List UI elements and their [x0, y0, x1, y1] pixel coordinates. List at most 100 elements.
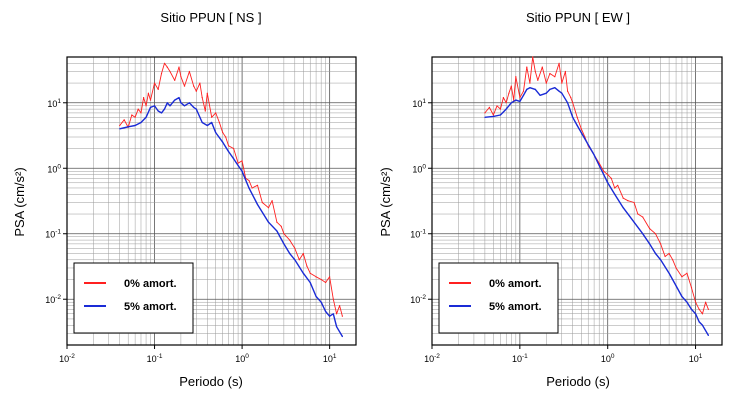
data-point: [306, 265, 308, 267]
data-point: [206, 124, 208, 127]
data-point: [267, 207, 270, 209]
chart-title: Sitio PPUN [ EW ]: [526, 10, 630, 25]
data-point: [510, 85, 512, 87]
data-point: [549, 88, 551, 90]
data-point: [695, 301, 697, 303]
data-point: [222, 132, 224, 134]
data-point: [211, 121, 213, 124]
data-point: [580, 132, 582, 134]
series-points: [119, 62, 343, 317]
data-point: [705, 301, 707, 303]
plot-frame: [66, 56, 357, 346]
data-point: [539, 94, 541, 96]
data-point: [153, 105, 156, 107]
data-point: [166, 102, 168, 104]
data-point: [134, 116, 136, 118]
x-axis-label: Periodo (s): [179, 374, 243, 389]
data-point: [622, 197, 624, 199]
data-point: [336, 313, 338, 315]
data-point: [672, 259, 674, 261]
data-point: [149, 106, 152, 108]
data-point: [664, 255, 666, 258]
data-point: [545, 92, 547, 94]
data-point: [233, 147, 235, 150]
chart-panel-ew: Sitio PPUN [ EW ] Periodo (s) PSA (cm/s²…: [378, 10, 723, 389]
data-point: [160, 72, 163, 75]
data-point: [298, 259, 300, 261]
data-point: [587, 144, 589, 146]
data-point: [526, 88, 528, 90]
x-tick-label: 10-2: [59, 353, 75, 364]
chart-title: Sitio PPUN [ NS ]: [160, 10, 261, 25]
x-tick-label: 10-1: [147, 353, 163, 364]
series-points: [484, 56, 710, 315]
data-point: [294, 247, 296, 249]
data-point: [492, 114, 494, 116]
data-point: [610, 177, 612, 179]
chart-panel-ns: Sitio PPUN [ NS ] Periodo (s) PSA (cm/s²…: [12, 10, 357, 389]
data-point: [567, 90, 569, 92]
data-point: [707, 334, 710, 336]
data-point: [607, 174, 609, 176]
data-point: [302, 272, 304, 274]
data-point: [510, 102, 512, 104]
legend-label: 5% amort.: [124, 301, 177, 313]
data-point: [201, 97, 203, 99]
data-point: [508, 92, 510, 94]
data-point: [614, 193, 616, 195]
data-point: [153, 82, 156, 84]
data-point: [561, 82, 563, 84]
data-point: [537, 79, 539, 81]
data-point: [654, 233, 657, 235]
data-point: [183, 85, 186, 87]
data-point: [329, 276, 331, 278]
y-tick-label: 10-2: [45, 294, 61, 305]
data-point: [668, 252, 670, 255]
data-point: [701, 324, 704, 326]
data-point: [157, 110, 159, 112]
data-point: [315, 276, 317, 278]
data-point: [215, 112, 217, 114]
data-point: [283, 233, 285, 235]
data-point: [315, 295, 317, 298]
data-point: [248, 179, 250, 182]
data-point: [237, 162, 239, 164]
data-point: [649, 228, 651, 230]
data-point: [225, 136, 227, 138]
data-point: [294, 259, 296, 261]
series-line-damped: [484, 86, 710, 336]
data-point: [529, 82, 531, 84]
data-point: [572, 116, 574, 118]
data-point: [188, 102, 190, 104]
legend-box: [73, 262, 194, 334]
data-point: [163, 62, 166, 64]
data-point: [534, 88, 536, 90]
data-point: [271, 200, 273, 202]
data-point: [276, 230, 278, 232]
data-point: [332, 298, 334, 300]
data-point: [496, 105, 498, 107]
data-point: [195, 90, 197, 92]
data-point: [607, 182, 609, 184]
data-point: [134, 124, 136, 127]
data-point: [603, 174, 605, 176]
data-point: [123, 119, 125, 121]
data-point: [289, 239, 291, 241]
data-point: [617, 184, 619, 186]
data-point: [698, 321, 700, 323]
data-point: [668, 272, 670, 274]
data-point: [140, 112, 142, 114]
data-point: [484, 112, 486, 114]
data-point: [561, 92, 563, 94]
data-point: [248, 187, 250, 189]
y-axis-label: PSA (cm/s²): [378, 167, 393, 236]
data-point: [302, 252, 304, 255]
data-point: [570, 97, 572, 99]
data-point: [145, 105, 147, 107]
data-point: [519, 97, 521, 99]
data-point: [325, 310, 327, 313]
data-point: [499, 114, 501, 116]
data-point: [180, 76, 182, 78]
data-point: [633, 201, 635, 204]
